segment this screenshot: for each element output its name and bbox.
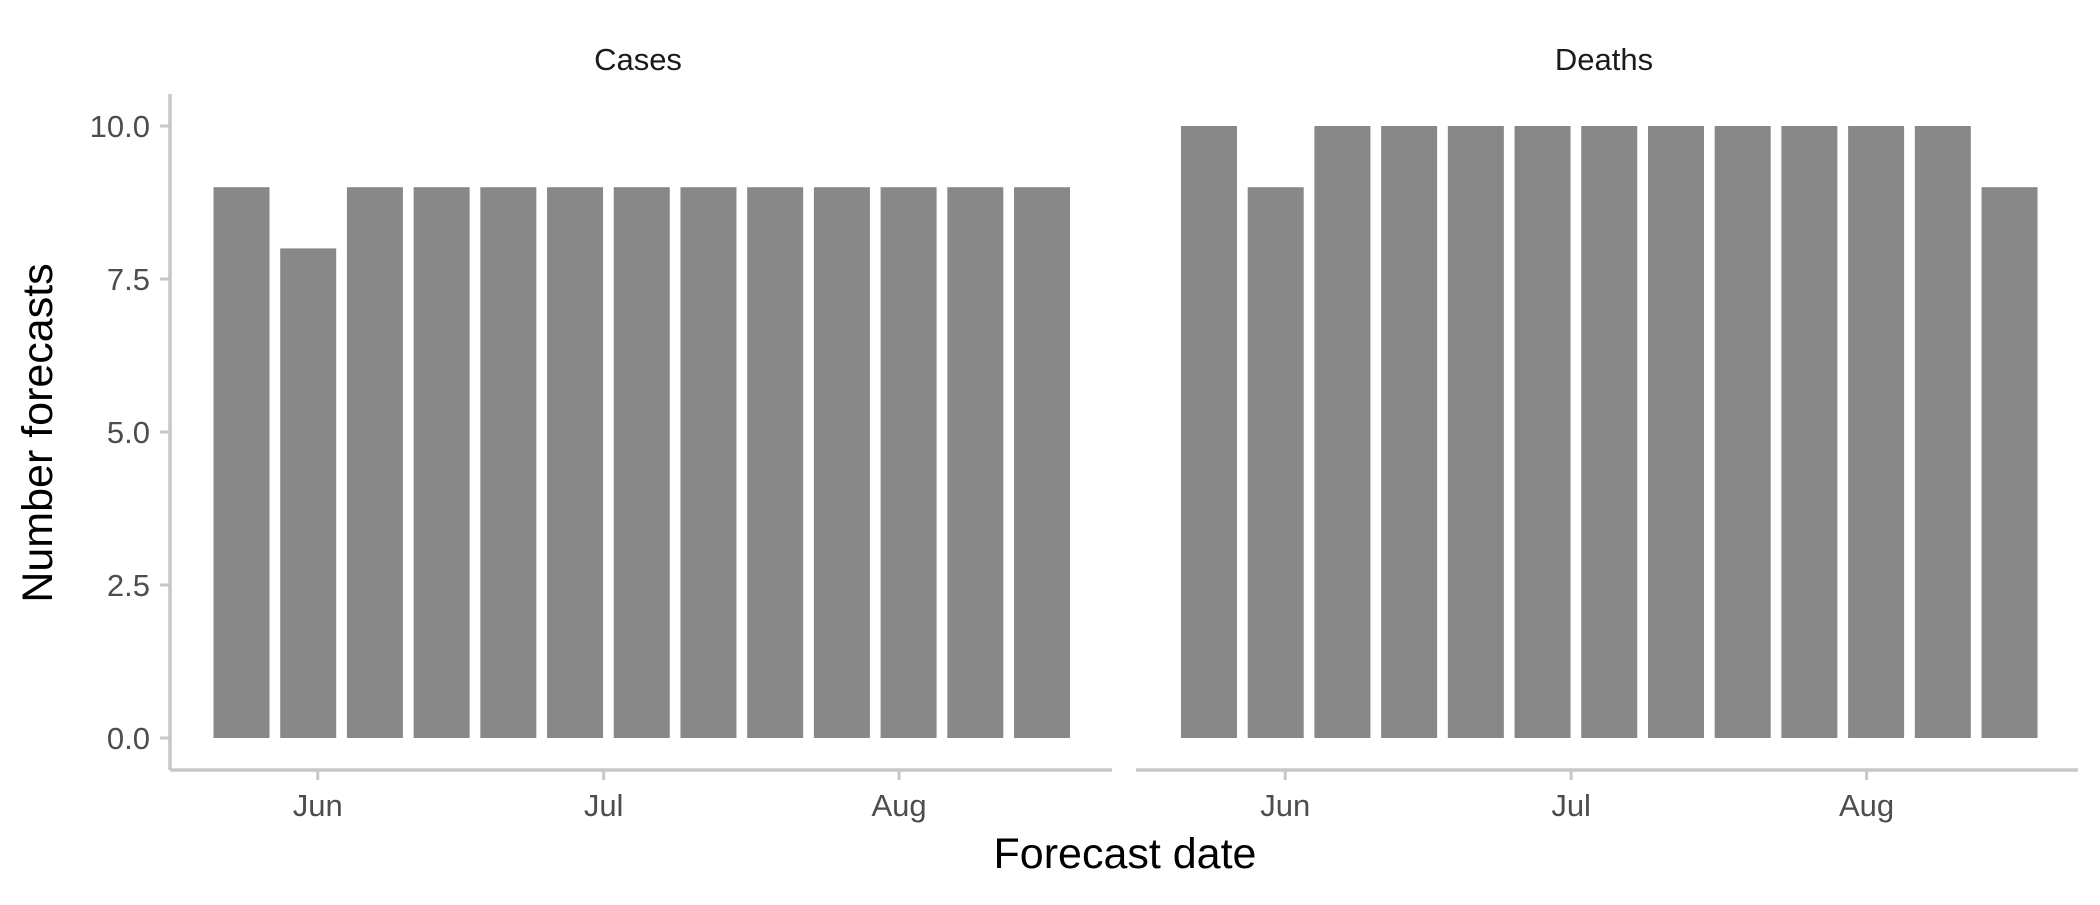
x-tick-label: Jul: [584, 788, 624, 823]
bar: [1848, 126, 1905, 738]
panel-title: Cases: [594, 42, 682, 77]
bar: [613, 187, 670, 738]
bar: [880, 187, 937, 738]
bar: [813, 187, 870, 738]
bar: [413, 187, 470, 738]
bar: [1914, 126, 1971, 738]
bar: [947, 187, 1004, 738]
bar: [547, 187, 604, 738]
y-tick-label: 0.0: [107, 721, 150, 756]
bar: [213, 187, 270, 738]
bar: [1581, 126, 1638, 738]
y-tick-label: 2.5: [107, 568, 150, 603]
x-axis-title: Forecast date: [994, 830, 1257, 878]
x-tick-label: Aug: [1839, 788, 1894, 823]
bar: [1714, 126, 1771, 738]
bar: [1514, 126, 1571, 738]
bar: [280, 248, 337, 738]
x-tick-label: Jul: [1551, 788, 1591, 823]
bar: [1647, 126, 1704, 738]
bar: [1014, 187, 1071, 738]
bar: [1781, 126, 1838, 738]
y-tick-label: 7.5: [107, 262, 150, 297]
bar: [1247, 187, 1304, 738]
panel-title: Deaths: [1555, 42, 1653, 77]
y-tick-label: 5.0: [107, 415, 150, 450]
x-tick-label: Jun: [1260, 788, 1310, 823]
bar: [1981, 187, 2038, 738]
bar: [480, 187, 537, 738]
bar: [1314, 126, 1371, 738]
bar: [747, 187, 804, 738]
bar: [1447, 126, 1504, 738]
bar: [1181, 126, 1237, 738]
y-tick-label: 10.0: [90, 109, 150, 144]
bar: [346, 187, 403, 738]
x-tick-label: Jun: [293, 788, 343, 823]
bar: [680, 187, 737, 738]
x-tick-label: Aug: [871, 788, 926, 823]
bar: [1381, 126, 1438, 738]
y-axis-title: Number forecasts: [14, 263, 62, 602]
